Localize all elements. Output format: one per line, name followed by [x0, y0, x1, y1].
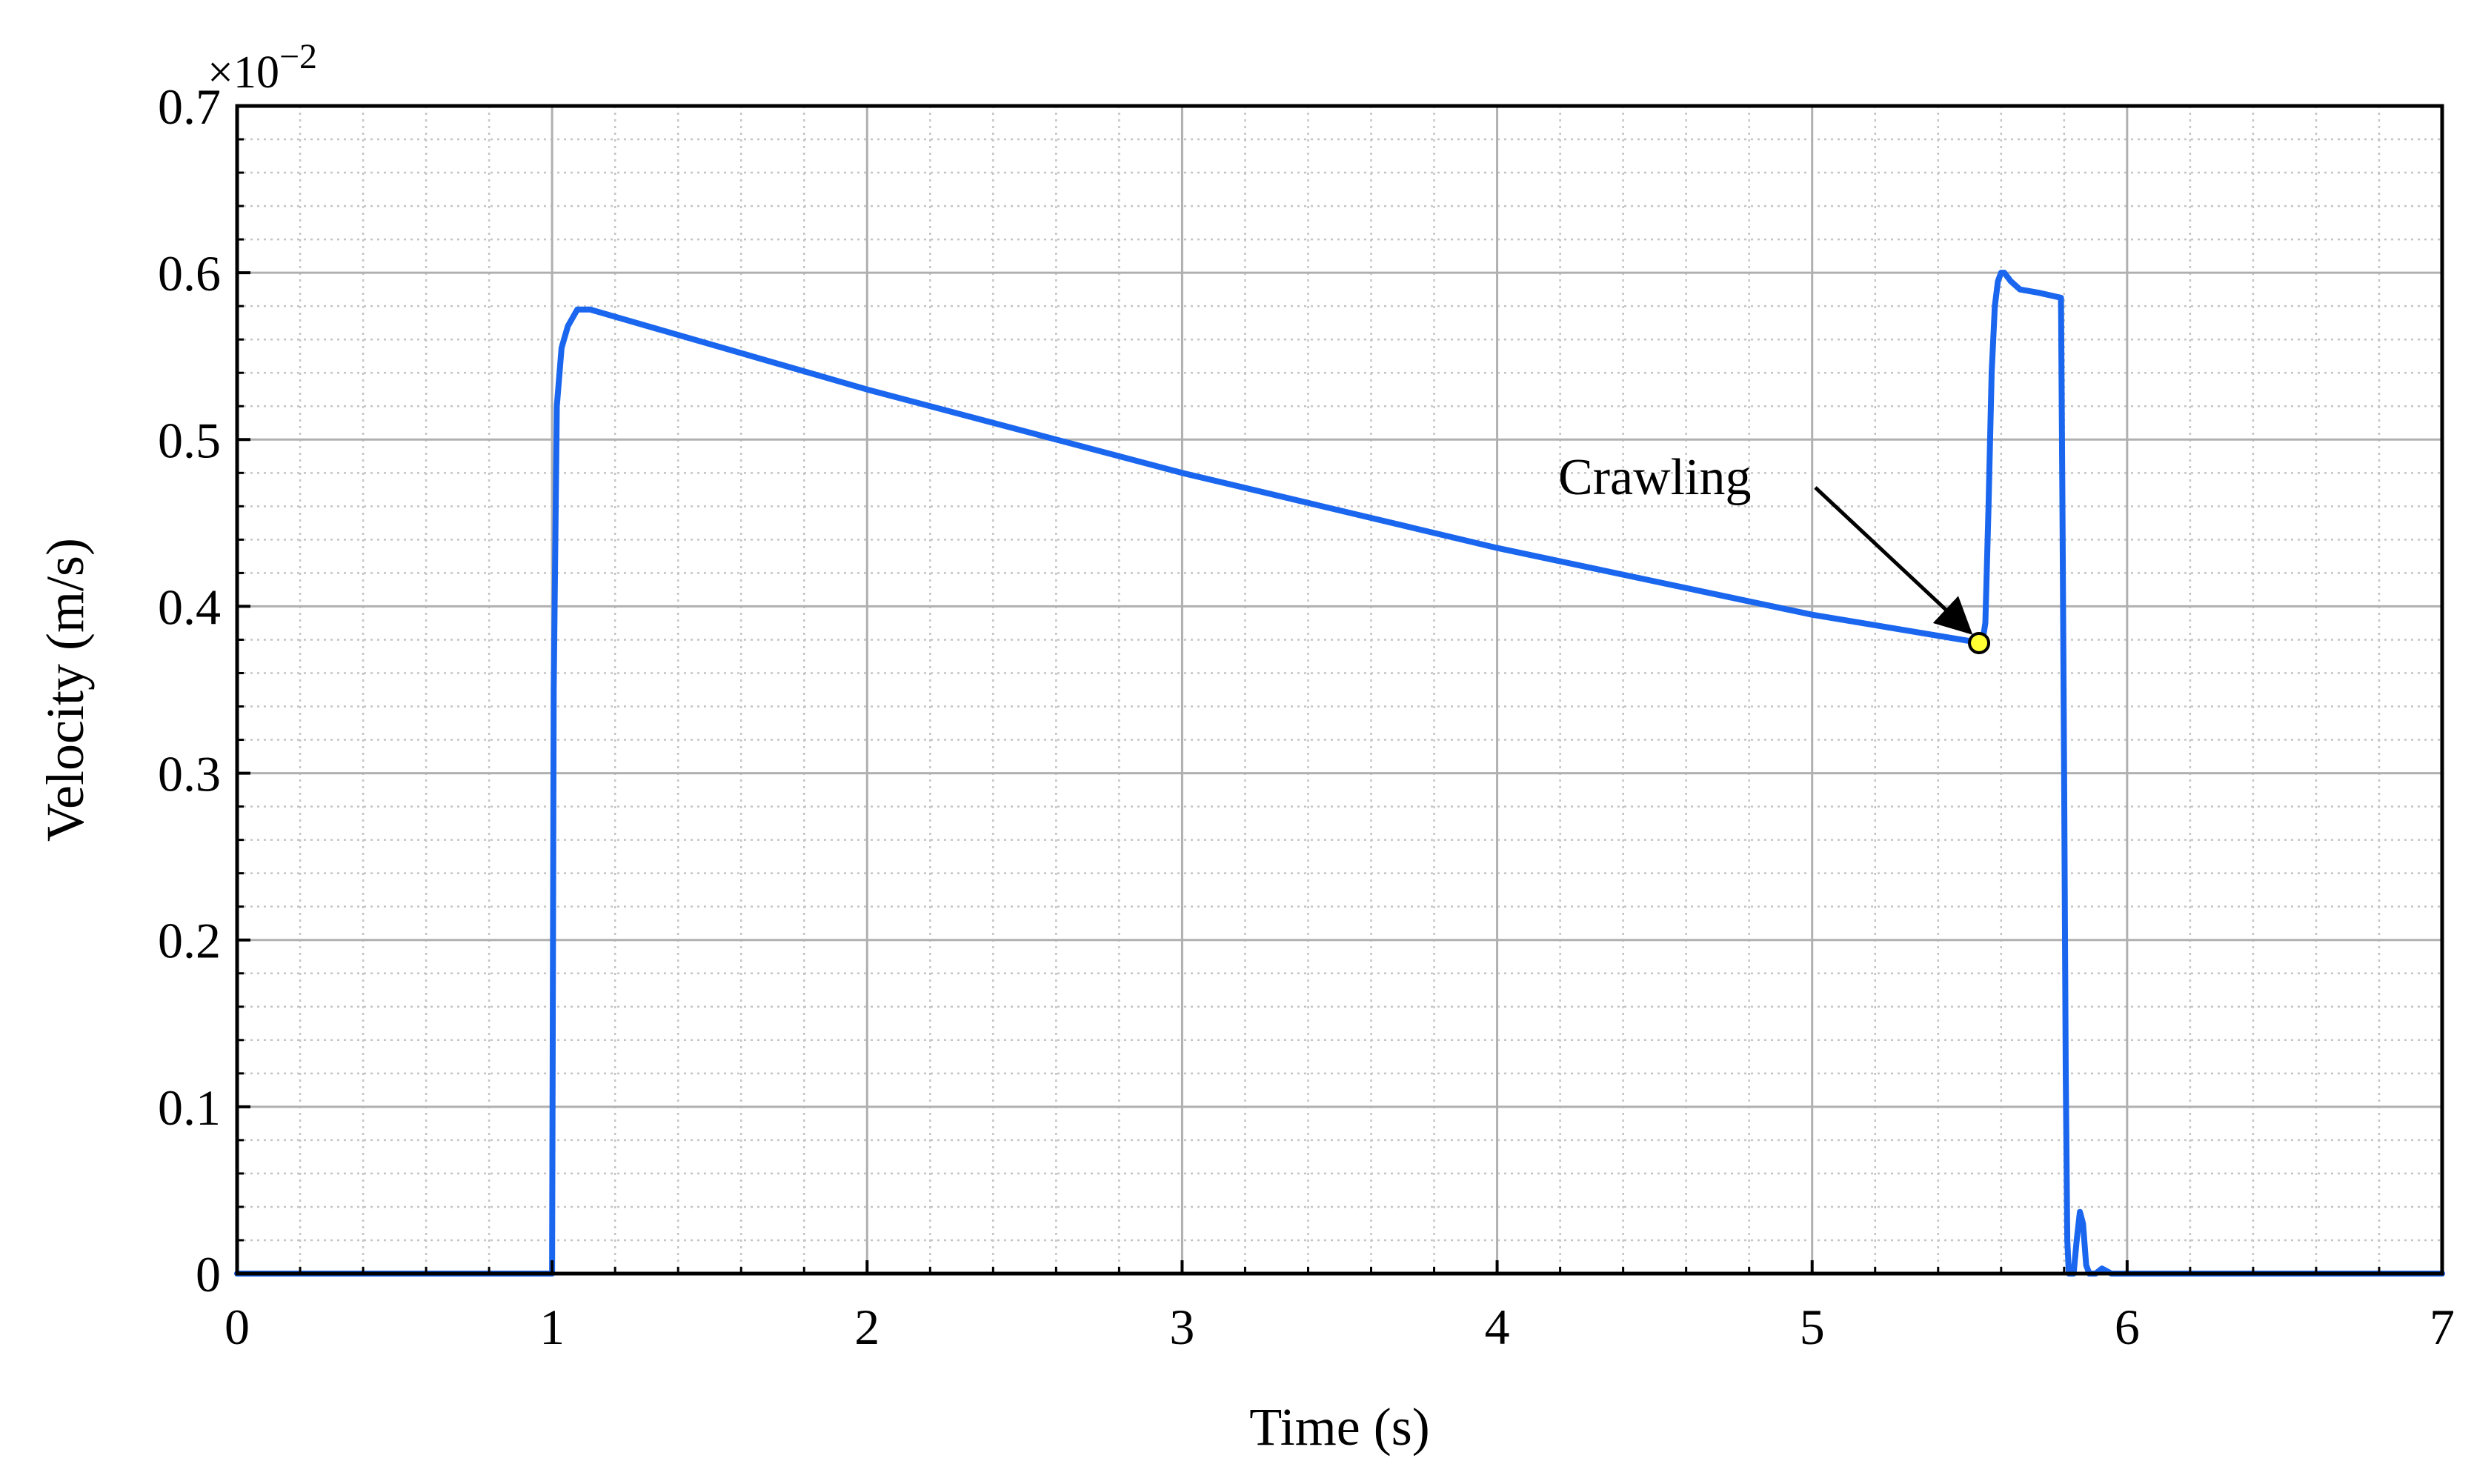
x-tick-label: 7: [2430, 1299, 2455, 1355]
x-axis-label: Time (s): [1249, 1397, 1429, 1457]
y-tick-label: 0.2: [158, 913, 221, 969]
crawling-marker: [1968, 631, 1991, 654]
x-tick-label: 2: [854, 1299, 879, 1355]
crawling-arrow: [1814, 486, 1973, 635]
x-tick-label: 0: [225, 1299, 250, 1355]
y-tick-label: 0.7: [158, 79, 221, 135]
y-tick-label: 0.4: [158, 579, 221, 635]
plot-frame: [235, 104, 2444, 1276]
y-axis-multiplier: ×10−2: [207, 37, 317, 98]
x-tick-label: 5: [1800, 1299, 1825, 1355]
y-tick-label: 0: [196, 1246, 221, 1302]
x-tick-label: 4: [1485, 1299, 1510, 1355]
axis-ticks: [236, 104, 2444, 1275]
velocity-series-line: [234, 270, 2445, 1277]
minor-grid: [237, 106, 2442, 1274]
crawling-label: Crawling: [1558, 449, 1752, 506]
y-tick-label: 0.3: [158, 746, 221, 802]
y-multiplier-base: ×10: [207, 47, 279, 98]
major-grid: [237, 106, 2442, 1274]
y-axis-label: Velocity (m/s): [36, 538, 95, 842]
y-tick-label: 0.6: [158, 245, 221, 302]
series-layer: [234, 270, 2445, 1277]
x-tick-labels: 0 1 2 3 4 5 6 7: [225, 1299, 2455, 1355]
y-multiplier-exponent: −2: [279, 37, 317, 76]
x-tick-label: 3: [1169, 1299, 1194, 1355]
y-tick-label: 0.5: [158, 412, 221, 468]
y-tick-labels: 0 0.1 0.2 0.3 0.4 0.5 0.6 0.7: [158, 79, 221, 1302]
x-tick-label: 6: [2115, 1299, 2140, 1355]
y-tick-label: 0.1: [158, 1079, 221, 1136]
annotation-layer: Crawling: [1558, 449, 1991, 654]
x-tick-label: 1: [539, 1299, 565, 1355]
